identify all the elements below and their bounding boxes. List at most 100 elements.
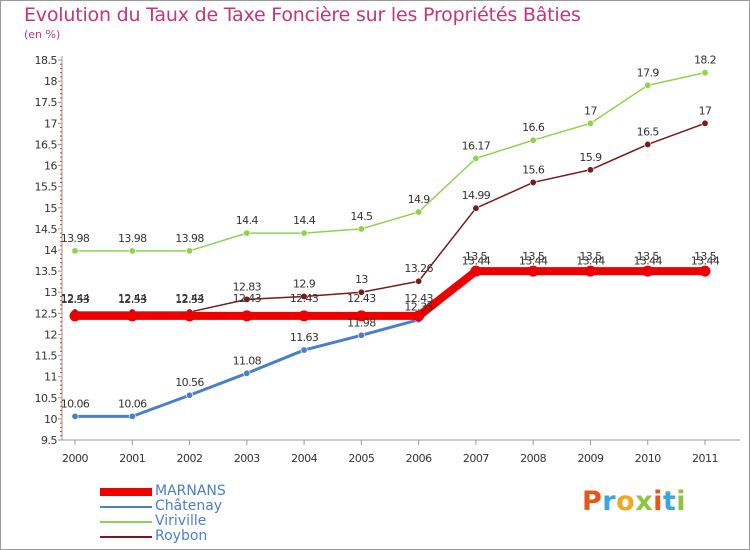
- data-point-marnans: [642, 265, 654, 277]
- data-label-viriville: 17: [584, 104, 597, 117]
- series-roybon: [71, 119, 709, 316]
- data-label-viriville: 17.9: [637, 66, 660, 79]
- data-point-roybon: [529, 178, 537, 186]
- data-label-chatenay: 13.44: [633, 255, 662, 268]
- data-label-roybon: 17: [699, 104, 712, 117]
- data-point-roybon: [644, 140, 652, 148]
- y-tick-label: 12.5: [35, 307, 58, 320]
- data-label-chatenay: 11.08: [233, 354, 262, 367]
- data-label-marnans: 12.44: [61, 292, 90, 305]
- data-point-roybon: [243, 295, 251, 303]
- y-tick-label: 17.5: [35, 96, 58, 109]
- legend-item-viriville: Viriville: [100, 514, 300, 529]
- data-point-roybon: [415, 277, 423, 285]
- data-label-marnans: 13.5: [579, 250, 602, 263]
- y-tick-label: 14: [44, 244, 57, 257]
- x-tick-label: 2000: [62, 452, 88, 465]
- data-label-roybon: 15.9: [579, 151, 602, 164]
- data-label-marnans: 12.44: [118, 292, 147, 305]
- data-label-marnans: 12.44: [175, 292, 204, 305]
- y-tick-label: 11: [44, 371, 57, 384]
- proxiti-logo: Proxiti: [582, 486, 686, 517]
- series-line-viriville: [74, 71, 706, 252]
- x-tick-label: 2009: [577, 452, 603, 465]
- data-label-viriville: 14.5: [350, 210, 373, 223]
- y-tick-label: 9.5: [41, 434, 57, 447]
- y-tick-label: 18.5: [35, 54, 58, 67]
- legend-label-chatenay: Châtenay: [155, 498, 223, 514]
- y-tick-label: 10.5: [35, 392, 58, 405]
- data-label-roybon: 12.53: [175, 293, 204, 306]
- data-label-marnans: 12.43: [404, 292, 433, 305]
- data-point-chatenay: [128, 412, 136, 420]
- data-point-viriville: [415, 208, 423, 216]
- data-point-roybon: [472, 204, 480, 212]
- data-point-chatenay: [243, 369, 251, 377]
- data-label-roybon: 16.5: [637, 125, 660, 138]
- data-point-viriville: [71, 247, 79, 255]
- data-label-roybon: 12.53: [61, 293, 90, 306]
- data-point-viriville: [701, 69, 709, 77]
- data-label-chatenay: 10.56: [175, 376, 204, 389]
- data-label-marnans: 12.43: [347, 292, 376, 305]
- y-tick-label: 13: [44, 286, 57, 299]
- data-point-marnans: [413, 310, 425, 322]
- data-label-chatenay: 13.44: [519, 255, 548, 268]
- data-point-marnans: [355, 310, 367, 322]
- data-label-chatenay: 12.35: [404, 301, 433, 314]
- x-tick-label: 2004: [291, 452, 317, 465]
- data-point-viriville: [186, 247, 194, 255]
- data-label-viriville: 13.98: [175, 232, 204, 245]
- logo-letter: i: [653, 486, 663, 517]
- data-point-marnans: [699, 265, 711, 277]
- data-label-marnans: 13.5: [637, 250, 660, 263]
- logo-letter: o: [616, 486, 636, 517]
- data-label-marnans: 13.5: [465, 250, 488, 263]
- data-label-viriville: 18.2: [694, 54, 716, 67]
- data-point-marnans: [584, 265, 596, 277]
- x-tick-label: 2010: [635, 452, 661, 465]
- y-tick-label: 16: [44, 160, 57, 173]
- data-point-viriville: [243, 229, 251, 237]
- data-label-chatenay: 13.44: [691, 255, 720, 268]
- data-point-viriville: [300, 229, 308, 237]
- data-label-chatenay: 11.98: [347, 316, 376, 329]
- y-tick-label: 16.5: [35, 138, 58, 151]
- data-point-chatenay: [71, 412, 79, 420]
- legend-item-roybon: Roybon: [100, 529, 300, 544]
- data-label-chatenay: 13.44: [462, 255, 491, 268]
- data-label-chatenay: 11.63: [290, 331, 319, 344]
- series-line-chatenay: [73, 272, 707, 418]
- data-label-viriville: 16.17: [462, 139, 491, 152]
- data-label-chatenay: 10.06: [61, 397, 90, 410]
- data-label-roybon: 12.83: [233, 280, 262, 293]
- y-tick-label: 12: [44, 328, 57, 341]
- legend-label-viriville: Viriville: [155, 513, 207, 529]
- data-point-roybon: [701, 119, 709, 127]
- data-point-marnans: [69, 310, 81, 322]
- legend-swatch-viriville: [100, 521, 152, 523]
- legend-swatch-marnans: [100, 488, 152, 496]
- x-tick-label: 2011: [692, 452, 718, 465]
- y-tick-label: 10: [44, 413, 57, 426]
- y-tick-label: 11.5: [35, 350, 58, 363]
- series-line-roybon: [74, 122, 706, 313]
- data-label-viriville: 16.6: [522, 121, 545, 134]
- data-label-roybon: 13: [355, 273, 368, 286]
- y-tick-label: 17: [44, 117, 57, 130]
- data-point-marnans: [470, 265, 482, 277]
- data-point-marnans: [184, 310, 196, 322]
- data-label-roybon: 15.6: [522, 163, 545, 176]
- logo-letter: i: [676, 486, 687, 517]
- data-label-roybon: 12.53: [118, 293, 147, 306]
- data-label-roybon: 12.9: [293, 277, 316, 290]
- legend-swatch-roybon: [100, 536, 152, 538]
- logo-letter: x: [635, 486, 654, 517]
- data-point-viriville: [644, 81, 652, 89]
- data-label-marnans: 13.5: [522, 250, 545, 263]
- series-viriville: [71, 69, 709, 255]
- data-point-marnans: [126, 310, 138, 322]
- data-point-chatenay: [186, 391, 194, 399]
- data-label-roybon: 14.99: [462, 189, 491, 202]
